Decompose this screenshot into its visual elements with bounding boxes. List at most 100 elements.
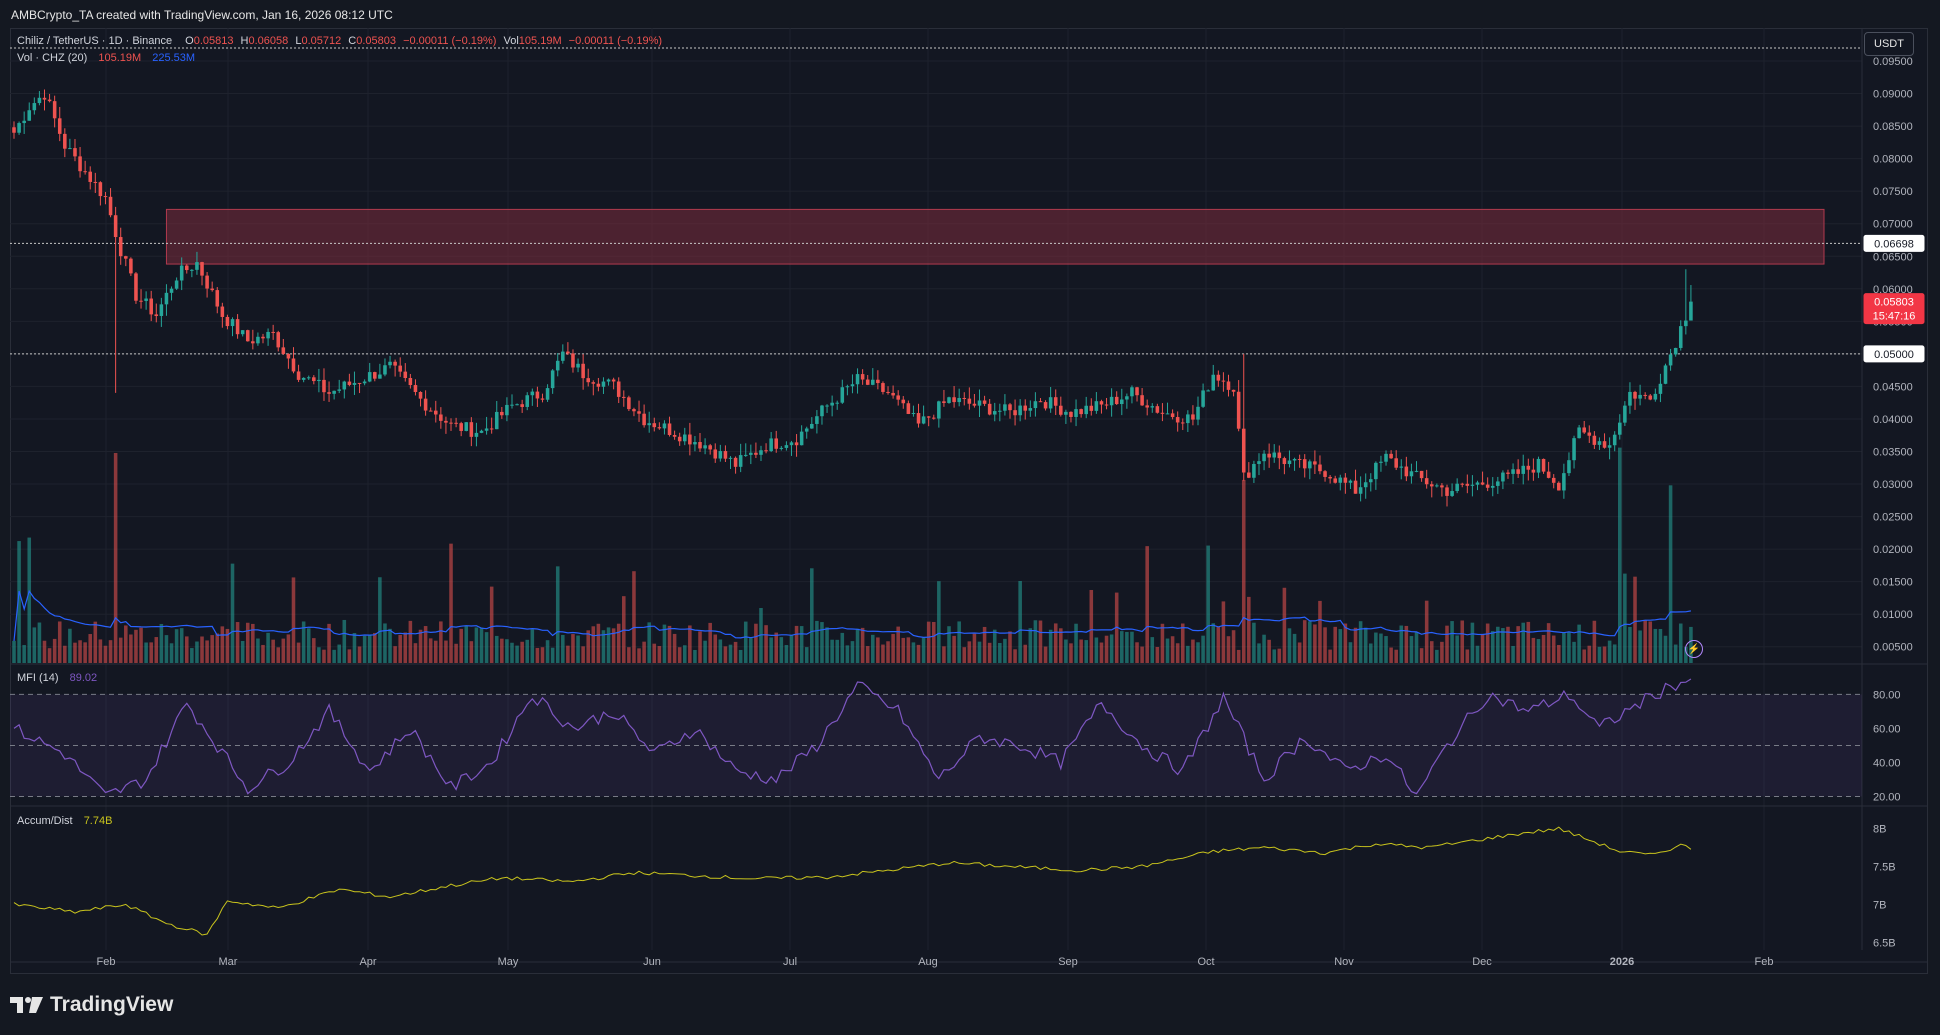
volume-bar [525,639,530,663]
volume-bar [1592,620,1597,663]
horizontal-levels [10,47,1862,355]
candle-body [1074,409,1078,417]
candle-body [1496,481,1500,486]
candle-body [73,148,77,157]
low-label: L [295,35,302,47]
candle-body [1602,441,1607,448]
volume-bar [911,642,916,663]
volume-bar [317,647,321,663]
candle-body [1201,390,1205,407]
price-tick-label: 0.07500 [1873,186,1913,198]
mfi-tick-label: 20.00 [1873,791,1901,803]
candle-body [154,314,159,316]
volume-bar [561,634,565,663]
volume-bar [708,622,712,663]
candle-body [1480,482,1485,485]
price-tick-label: 0.07000 [1873,219,1913,231]
currency-button[interactable]: USDT [1864,32,1914,56]
volume-bar [957,621,961,663]
candle-body [1099,401,1104,405]
time-tick-label: Dec [1472,956,1492,968]
price-tick-label: 0.04000 [1873,414,1913,426]
volume-bar [1374,632,1378,663]
volume-bar [230,563,235,663]
volume-bar [1617,447,1622,663]
candle-body [571,353,575,368]
candle-body [667,423,672,436]
candle-body [1429,484,1434,487]
volume-bar [261,644,265,663]
candle-body [78,156,82,172]
candle-body [1612,434,1617,446]
volume-bar [1424,600,1429,663]
candle-body [1043,402,1048,409]
volume-bar [474,627,479,663]
candle-body [850,384,855,387]
candle-body [876,379,880,384]
candle-body [1577,427,1581,439]
volume-ma-line [13,589,1692,641]
candle-body [398,365,402,372]
volume-bar [916,644,921,663]
candle-body [555,360,560,371]
volume-bar [1206,545,1210,663]
ad-label: Accum/Dist [17,815,73,827]
volume-bar [1414,632,1419,663]
candle-body [871,379,875,385]
volume-bar [388,628,392,663]
volume-bar [1318,600,1322,663]
volume-bar [1389,647,1393,663]
candle-body [505,404,509,416]
candle-body [1435,485,1439,487]
volume-bar [210,635,214,663]
volume-bar [1475,645,1480,663]
candle-body [1221,380,1226,382]
candle-body [1206,390,1210,392]
volume-bar [179,628,184,663]
last-price-badge: 15:47:16 [1873,311,1916,323]
candle-body [32,103,37,111]
candle-body [1445,487,1449,496]
volume-bar [47,648,52,663]
volume-bar [312,638,316,663]
candle-body [1186,414,1190,424]
price-tick-label: 0.06500 [1873,251,1913,263]
volume-bar [296,642,301,663]
volume-bar [1480,634,1485,663]
candle-body [576,363,580,368]
candle-body [916,413,921,424]
volume-bar [804,647,809,663]
candle-body [37,97,42,104]
chart-frame[interactable] [10,28,1928,974]
volume-bar [952,635,956,663]
candle-body [820,405,824,417]
volume-bar [291,577,296,663]
candle-body [322,379,326,393]
volume-bar [1485,623,1490,663]
candle-body [1191,414,1195,420]
volume-bar [947,626,951,663]
candle-body [195,262,199,270]
volume-bar [1399,625,1404,663]
volume-bar [865,646,870,663]
candle-body [444,420,448,423]
lightning-icon[interactable]: ⚡ [1685,640,1703,658]
candle-body [1617,422,1622,435]
candle-body [586,378,590,383]
ad-value: 7.74B [83,815,113,827]
candle-body [1673,347,1678,355]
candle-body [1333,478,1337,483]
volume-bar [1221,601,1226,663]
candle-body [63,133,67,149]
volume-bar [1490,631,1495,663]
candle-body [378,374,382,379]
candle-body [1079,409,1083,415]
candle-body [479,430,484,433]
change-value: −0.00011 (−0.19%) [403,35,497,47]
candle-body [489,428,494,430]
candle-body [774,438,779,449]
candle-body [83,171,87,173]
candle-body [494,411,499,430]
volume-bar [830,639,834,663]
